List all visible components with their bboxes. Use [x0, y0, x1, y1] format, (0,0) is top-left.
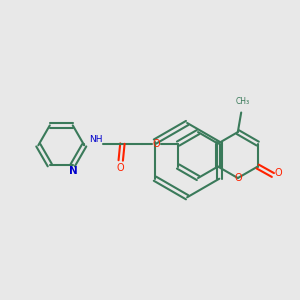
Text: O: O — [153, 139, 160, 148]
Text: CH₃: CH₃ — [236, 97, 250, 106]
Text: O: O — [235, 173, 242, 183]
Text: N: N — [69, 166, 77, 176]
Text: O: O — [116, 163, 124, 173]
Text: O: O — [275, 168, 283, 178]
Text: NH: NH — [88, 135, 102, 144]
